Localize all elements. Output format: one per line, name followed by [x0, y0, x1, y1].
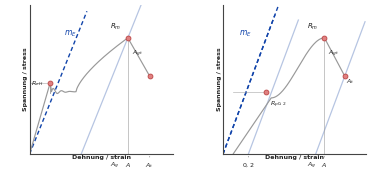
Text: $0,2$: $0,2$	[242, 161, 255, 169]
Text: $R_{eH}$: $R_{eH}$	[31, 79, 43, 88]
Text: $A$: $A$	[125, 161, 131, 169]
Text: $R_m$: $R_m$	[110, 22, 121, 32]
Text: $A_g$: $A_g$	[307, 161, 316, 171]
Text: $R_{p0,2}$: $R_{p0,2}$	[270, 100, 286, 110]
Text: $A$: $A$	[322, 161, 327, 169]
X-axis label: Dehnung / strain: Dehnung / strain	[72, 155, 131, 160]
Y-axis label: Spannung / stress: Spannung / stress	[216, 48, 222, 112]
Text: $A_g$: $A_g$	[110, 161, 119, 171]
Text: $A_t$: $A_t$	[346, 78, 354, 86]
Y-axis label: Spannung / stress: Spannung / stress	[23, 48, 28, 112]
Text: $A_t$: $A_t$	[145, 161, 154, 170]
Text: $A_{gt}$: $A_{gt}$	[132, 49, 143, 59]
Text: $A_{gt}$: $A_{gt}$	[328, 49, 340, 59]
Text: $m_E$: $m_E$	[64, 28, 77, 39]
Text: $R_m$: $R_m$	[307, 22, 318, 32]
X-axis label: Dehnung / strain: Dehnung / strain	[265, 155, 324, 160]
Text: $m_E$: $m_E$	[239, 28, 252, 39]
